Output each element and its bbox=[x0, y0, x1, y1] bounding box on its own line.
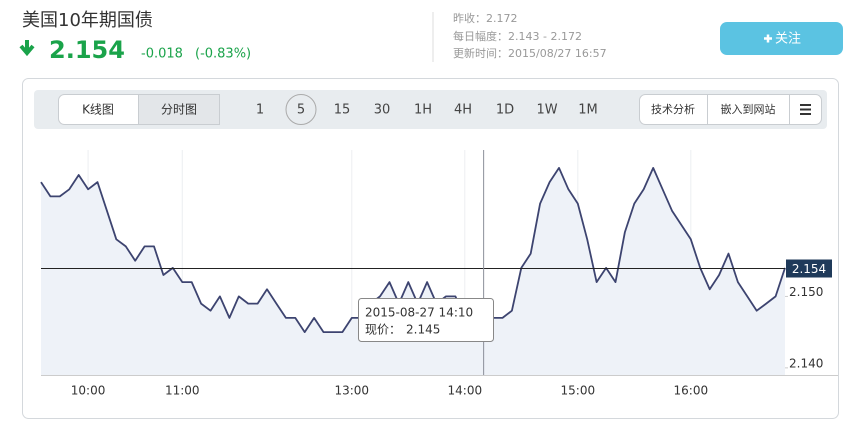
range: 每日幅度：2.143 - 2.172 bbox=[453, 29, 582, 43]
change: -0.018 bbox=[141, 47, 183, 62]
change-pct: (-0.83%) bbox=[195, 47, 251, 62]
follow-button[interactable] bbox=[720, 22, 843, 55]
last-price-label: 2.154 bbox=[792, 262, 826, 276]
period-button[interactable]: 4H bbox=[454, 103, 472, 118]
tool-button[interactable]: 嵌入到网站 bbox=[721, 102, 776, 116]
down-arrow bbox=[19, 40, 35, 57]
plus-icon bbox=[764, 34, 772, 43]
period-button[interactable]: 5 bbox=[297, 103, 305, 118]
updated: 更新时间：2015/08/27 16:57 bbox=[453, 46, 607, 60]
period-button[interactable]: 30 bbox=[374, 103, 391, 118]
x-tick-label: 14:00 bbox=[448, 384, 483, 398]
tooltip bbox=[358, 298, 494, 342]
period-button[interactable]: 1H bbox=[414, 103, 432, 118]
tooltip-label: 现价： bbox=[365, 323, 401, 337]
y-tick-label: 2.150 bbox=[789, 285, 823, 299]
period-button[interactable]: 1W bbox=[536, 103, 557, 118]
x-tick-label: 13:00 bbox=[334, 384, 369, 398]
title: 美国10年期国债 bbox=[22, 10, 153, 31]
tooltip-time: 2015-08-27 14:10 bbox=[365, 306, 473, 320]
view-selected[interactable] bbox=[138, 94, 220, 125]
period-button[interactable]: 1 bbox=[256, 103, 264, 118]
price: 2.154 bbox=[49, 36, 125, 64]
tooltip-value: 2.145 bbox=[406, 323, 440, 337]
tool-group bbox=[639, 94, 822, 125]
period-button[interactable]: 1D bbox=[496, 103, 514, 118]
period-button[interactable]: 1M bbox=[578, 103, 598, 118]
toolbar bbox=[34, 90, 827, 129]
x-tick-label: 10:00 bbox=[71, 384, 106, 398]
period-button[interactable]: 15 bbox=[334, 103, 351, 118]
area bbox=[41, 167, 785, 375]
y-tick-label: 2.140 bbox=[789, 356, 823, 370]
prev-close: 昨收：2.172 bbox=[453, 11, 518, 25]
follow-label[interactable]: 关注 bbox=[775, 32, 801, 47]
x-tick-label: 16:00 bbox=[674, 384, 709, 398]
period-selected bbox=[285, 94, 317, 125]
menu-icon[interactable] bbox=[800, 104, 811, 115]
line bbox=[40, 167, 786, 333]
view-button[interactable]: K线图 bbox=[82, 103, 114, 117]
x-tick-label: 15:00 bbox=[561, 384, 596, 398]
tool-button[interactable]: 技术分析 bbox=[651, 102, 695, 116]
x-tick-label: 11:00 bbox=[165, 384, 200, 398]
view-button[interactable]: 分时图 bbox=[161, 103, 197, 117]
last-price-box bbox=[786, 259, 832, 278]
